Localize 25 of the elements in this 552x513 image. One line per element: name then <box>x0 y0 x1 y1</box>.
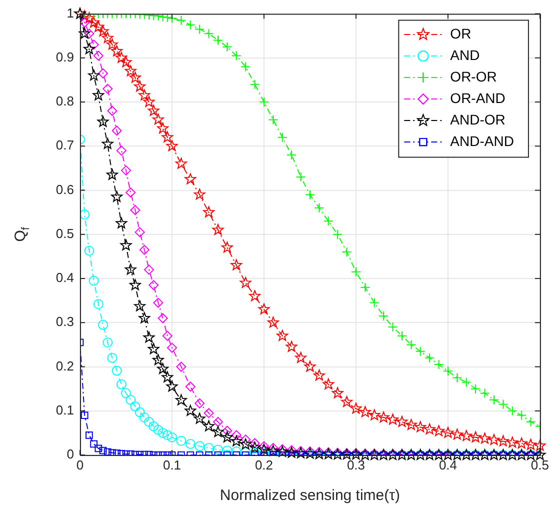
legend-label: AND-OR <box>450 111 506 128</box>
y-axis-title: Qf <box>12 226 32 242</box>
y-tick-label: 1 <box>66 5 74 20</box>
legend-label: AND <box>450 46 480 63</box>
x-tick-label: 0.5 <box>530 457 550 472</box>
y-tick-label: 0.9 <box>56 50 74 64</box>
y-tick-label: 0.6 <box>56 182 74 197</box>
x-tick-label: 0.1 <box>162 457 182 472</box>
legend-label: OR <box>450 25 472 42</box>
y-tick-label: 0.2 <box>56 358 74 374</box>
y-tick-label: 0.5 <box>56 226 74 241</box>
y-tick-label: 0.3 <box>56 314 74 330</box>
x-tick-label: 0.2 <box>254 457 274 472</box>
legend-label: OR-OR <box>450 68 497 84</box>
y-tick-label: 0.1 <box>56 402 74 418</box>
x-tick-label: 0.3 <box>346 457 366 472</box>
x-tick-label: 0.4 <box>438 457 458 472</box>
x-tick-label: 0 <box>76 457 84 472</box>
y-tick-label: 0.4 <box>56 270 74 286</box>
legend-label: OR-AND <box>450 90 506 106</box>
y-tick-label: 0 <box>66 446 74 462</box>
y-tick-label: 0.8 <box>56 94 74 109</box>
legend-label: AND-AND <box>450 132 514 149</box>
x-axis-title: Normalized sensing time(τ) <box>220 487 400 504</box>
y-tick-label: 0.7 <box>56 138 74 153</box>
